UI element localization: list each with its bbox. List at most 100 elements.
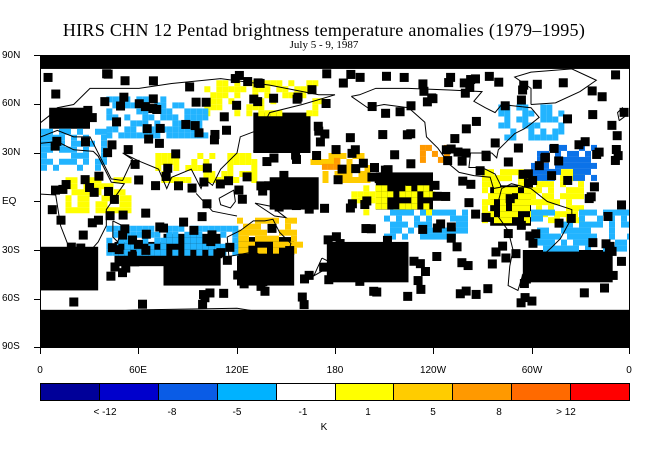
missing-data-square <box>215 179 225 189</box>
anomaly-cell-neg_weak <box>585 221 591 228</box>
missing-data-square <box>300 274 310 284</box>
missing-data-square <box>419 86 429 96</box>
missing-data-square <box>475 166 485 176</box>
anomaly-cell-pos_weak <box>216 80 223 87</box>
anomaly-cell-pos_strong <box>321 163 328 170</box>
missing-data-square <box>523 169 533 179</box>
missing-data-square <box>321 99 331 109</box>
anomaly-cell-neg_weak <box>106 96 113 103</box>
anomaly-cell-pos_weak <box>95 207 102 214</box>
missing-data-square <box>187 183 197 193</box>
missing-data-square <box>516 220 526 230</box>
anomaly-cell-neg_weak <box>41 152 47 159</box>
anomaly-cell-neg_weak <box>71 140 77 147</box>
anomaly-cell-neg_weak <box>196 237 203 244</box>
anomaly-cell-pos_weak <box>101 207 108 214</box>
lon-tick <box>138 348 139 354</box>
missing-data-square <box>269 153 279 163</box>
missing-data-square <box>50 141 60 151</box>
missing-data-square <box>155 123 165 133</box>
missing-data-square <box>563 253 573 263</box>
anomaly-cell-neg_weak <box>621 221 627 228</box>
anomaly-cell-pos_weak <box>179 177 186 183</box>
missing-data-square <box>457 156 467 166</box>
anomaly-cell-neg_weak <box>214 225 221 232</box>
anomaly-cell-neg_weak <box>543 209 549 216</box>
missing-data-square <box>313 121 323 131</box>
anomaly-cell-neg_weak <box>106 237 113 244</box>
anomaly-cell-pos_weak <box>375 191 382 198</box>
anomaly-cell-pos_weak <box>246 104 253 111</box>
anomaly-cell-pos_weak <box>536 199 542 206</box>
anomaly-cell-pos_weak <box>512 199 518 206</box>
anomaly-cell-neg_weak <box>142 96 149 103</box>
anomaly-cell-neg_weak <box>124 249 131 256</box>
anomaly-cell-neg_weak <box>549 233 555 240</box>
anomaly-cell-pos_weak <box>167 159 174 165</box>
anomaly-cell-neg_weak <box>196 249 203 256</box>
missing-data-square <box>556 268 566 278</box>
missing-data-square <box>106 271 116 281</box>
anomaly-cell-pos_weak <box>488 175 494 182</box>
missing-data-square <box>199 290 209 300</box>
anomaly-cell-pos_weak <box>399 203 406 210</box>
anomaly-cell-neg_weak <box>208 243 215 250</box>
anomaly-cell-neg_weak <box>450 209 456 216</box>
missing-data-square <box>119 92 129 102</box>
anomaly-cell-neg_weak <box>148 225 155 232</box>
anomaly-cell-neg_weak <box>148 249 155 256</box>
missing-data-square <box>120 76 130 86</box>
missing-data-square <box>347 199 357 209</box>
anomaly-cell-neg_weak <box>579 233 585 240</box>
missing-data-square <box>144 134 154 144</box>
missing-data-square <box>443 156 453 166</box>
missing-data-square <box>399 72 409 82</box>
missing-data-square <box>409 256 419 266</box>
anomaly-cell-neg_weak <box>160 249 167 256</box>
missing-data-square <box>219 112 229 122</box>
missing-data-square <box>584 194 594 204</box>
anomaly-cell-pos_weak <box>155 153 162 159</box>
anomaly-cell-neg_weak <box>531 209 537 216</box>
anomaly-cell-neg_weak <box>232 243 239 250</box>
lat-tick <box>34 55 40 56</box>
missing-data-square <box>256 281 266 291</box>
missing-data-square <box>481 152 491 162</box>
anomaly-cell-neg_weak <box>184 126 191 133</box>
coastline <box>252 127 274 152</box>
anomaly-cell-pos_weak <box>222 92 229 99</box>
anomaly-cell-pos_mod <box>291 229 297 236</box>
anomaly-cell-pos_weak <box>560 169 566 176</box>
missing-data-square <box>353 266 363 276</box>
missing-data-square <box>138 299 148 309</box>
missing-data-square <box>225 242 235 252</box>
missing-data-square <box>107 243 117 253</box>
anomaly-cell-neg_weak <box>130 231 137 238</box>
anomaly-cell-neg_weak <box>160 96 167 103</box>
missing-data-square <box>209 135 219 145</box>
missing-data-square <box>280 275 290 285</box>
anomaly-cell-neg_weak <box>71 158 77 165</box>
anomaly-cell-pos_strong <box>431 150 438 157</box>
missing-data-square <box>61 180 71 190</box>
missing-data-square <box>140 102 150 112</box>
missing-data-square <box>100 97 110 107</box>
anomaly-cell-pos_weak <box>506 175 512 182</box>
anomaly-cell-neg_weak <box>609 227 615 234</box>
missing-data-square <box>47 205 57 215</box>
anomaly-cell-neg_weak <box>546 134 553 141</box>
anomaly-cell-neg_weak <box>549 239 555 246</box>
anomaly-cell-neg_weak <box>510 128 517 135</box>
missing-data-square <box>446 144 456 154</box>
missing-data-square <box>130 257 140 267</box>
anomaly-cell-neg_weak <box>136 120 143 127</box>
missing-data-square <box>588 238 598 248</box>
anomaly-cell-pos_weak <box>548 199 554 206</box>
anomaly-cell-neg_weak <box>47 128 53 135</box>
missing-data-square <box>547 171 557 181</box>
colorbar-segment <box>99 384 159 400</box>
missing-data-square <box>293 92 303 102</box>
anomaly-cell-pos_mod <box>273 235 279 242</box>
anomaly-cell-pos_weak <box>566 187 572 194</box>
missing-data-square <box>304 204 314 214</box>
